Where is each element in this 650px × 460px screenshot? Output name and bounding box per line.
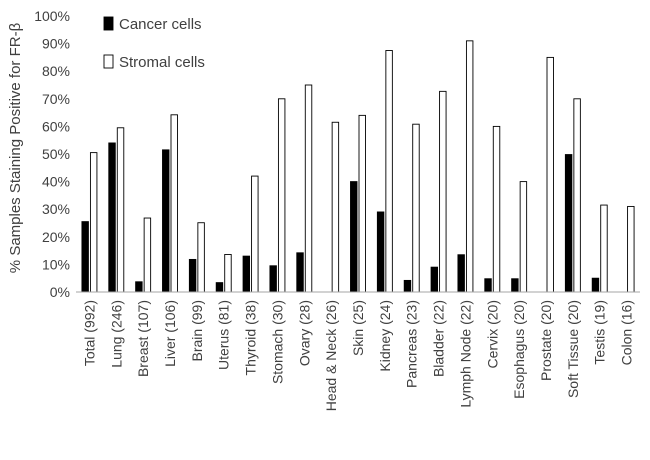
bar-cancer-cells bbox=[269, 265, 277, 293]
x-tick-label: Brain (99) bbox=[189, 300, 205, 361]
bar-cancer-cells bbox=[215, 282, 224, 293]
bar-stromal-cells bbox=[358, 114, 366, 293]
y-tick-label: 10% bbox=[42, 256, 70, 272]
y-tick-label: 50% bbox=[42, 146, 70, 162]
bar-stromal-cells bbox=[519, 181, 528, 293]
x-tick-label: Liver (106) bbox=[162, 300, 178, 367]
bar-stromal-cells bbox=[573, 98, 581, 293]
bar-stromal-cells bbox=[116, 127, 125, 293]
bar-stromal-cells bbox=[439, 90, 447, 293]
y-axis-label: % Samples Staining Positive for FR-β bbox=[7, 22, 24, 273]
bar-stromal-cells bbox=[251, 175, 259, 293]
y-tick-label: 60% bbox=[42, 118, 70, 134]
y-tick-label: 40% bbox=[42, 174, 70, 190]
bar-stromal-cells bbox=[304, 84, 313, 293]
bar-stromal-cells bbox=[224, 254, 232, 293]
bar-cancer-cells bbox=[296, 252, 304, 293]
x-tick-label: Total (992) bbox=[81, 300, 97, 366]
x-tick-label: Bladder (22) bbox=[431, 300, 447, 377]
x-tick-label: Esophagus (20) bbox=[511, 300, 527, 399]
bar-cancer-cells bbox=[511, 278, 519, 293]
legend-swatch-cancer-cells bbox=[103, 16, 114, 31]
bar-stromal-cells bbox=[546, 56, 554, 293]
bars bbox=[81, 40, 635, 293]
x-tick-label: Uterus (81) bbox=[216, 300, 232, 370]
y-tick-label: 80% bbox=[42, 63, 70, 79]
y-tick-label: 70% bbox=[42, 91, 70, 107]
y-tick-label: 0% bbox=[50, 284, 70, 300]
y-tick-label: 100% bbox=[34, 8, 70, 24]
bar-stromal-cells bbox=[143, 217, 152, 293]
x-tick-label: Skin (25) bbox=[350, 300, 366, 356]
legend-label-stromal-cells: Stromal cells bbox=[119, 54, 205, 71]
bar-stromal-cells bbox=[89, 152, 98, 293]
legend-swatch-stromal-cells bbox=[103, 54, 114, 69]
bar-cancer-cells bbox=[188, 258, 197, 293]
x-tick-label: Ovary (28) bbox=[296, 300, 312, 366]
bar-cancer-cells bbox=[457, 254, 465, 293]
x-tick-label: Kidney (24) bbox=[377, 300, 393, 372]
bar-stromal-cells bbox=[277, 98, 286, 293]
bar-cancer-cells bbox=[591, 277, 600, 293]
x-tick-label: Pancreas (23) bbox=[404, 300, 420, 388]
bar-cancer-cells bbox=[135, 281, 143, 293]
x-tick-label: Thyroid (38) bbox=[243, 300, 259, 375]
y-tick-label: 30% bbox=[42, 201, 70, 217]
bar-stromal-cells bbox=[600, 204, 608, 293]
legend: Cancer cells Stromal cells bbox=[103, 16, 205, 71]
bar-cancer-cells bbox=[162, 149, 170, 293]
bar-stromal-cells bbox=[331, 121, 340, 293]
bar-cancer-cells bbox=[430, 266, 439, 293]
y-axis-ticks: 0% 10% 20% 30% 40% 50% 60% 70% 80% 90% 100% bbox=[34, 8, 70, 300]
x-tick-label: Head & Neck (26) bbox=[323, 300, 339, 411]
bar-stromal-cells bbox=[627, 205, 635, 293]
x-tick-label: Testis (19) bbox=[592, 300, 608, 365]
x-tick-label: Breast (107) bbox=[135, 300, 151, 377]
x-tick-label: Stomach (30) bbox=[269, 300, 285, 384]
x-tick-label: Lymph Node (22) bbox=[457, 300, 473, 408]
bar-cancer-cells bbox=[484, 278, 492, 293]
legend-label-cancer-cells: Cancer cells bbox=[119, 16, 202, 33]
bar-stromal-cells bbox=[412, 123, 420, 293]
bar-cancer-cells bbox=[108, 142, 116, 293]
y-tick-label: 90% bbox=[42, 36, 70, 52]
bar-stromal-cells bbox=[170, 114, 178, 293]
bar-cancer-cells bbox=[242, 255, 251, 293]
x-tick-label: Soft Tissue (20) bbox=[565, 300, 581, 398]
bar-cancer-cells bbox=[376, 211, 385, 293]
x-tick-label: Lung (246) bbox=[108, 300, 124, 368]
x-tick-label: Prostate (20) bbox=[538, 300, 554, 381]
bar-cancer-cells bbox=[564, 154, 573, 293]
bar-stromal-cells bbox=[465, 40, 474, 293]
x-axis-ticks: Total (992) Lung (246) Breast (107) Liver (… bbox=[81, 300, 634, 411]
bar-stromal-cells bbox=[197, 222, 205, 293]
x-tick-label: Cervix (20) bbox=[484, 300, 500, 368]
bar-stromal-cells bbox=[385, 50, 393, 293]
x-tick-label: Colon (16) bbox=[619, 300, 635, 365]
bar-cancer-cells bbox=[350, 181, 358, 293]
bar-stromal-cells bbox=[492, 125, 501, 293]
bar-cancer-cells bbox=[81, 221, 89, 293]
bar-cancer-cells bbox=[403, 279, 412, 293]
y-tick-label: 20% bbox=[42, 229, 70, 245]
